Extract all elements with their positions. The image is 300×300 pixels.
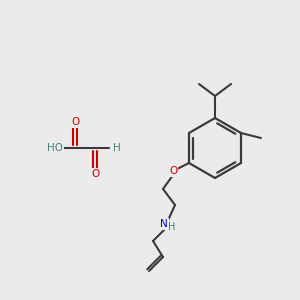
Text: HO: HO [47, 143, 63, 153]
Text: O: O [169, 166, 177, 176]
Text: H: H [113, 143, 121, 153]
Text: O: O [91, 169, 99, 179]
Text: N: N [160, 219, 168, 229]
Text: H: H [168, 222, 176, 232]
Text: O: O [71, 117, 79, 127]
